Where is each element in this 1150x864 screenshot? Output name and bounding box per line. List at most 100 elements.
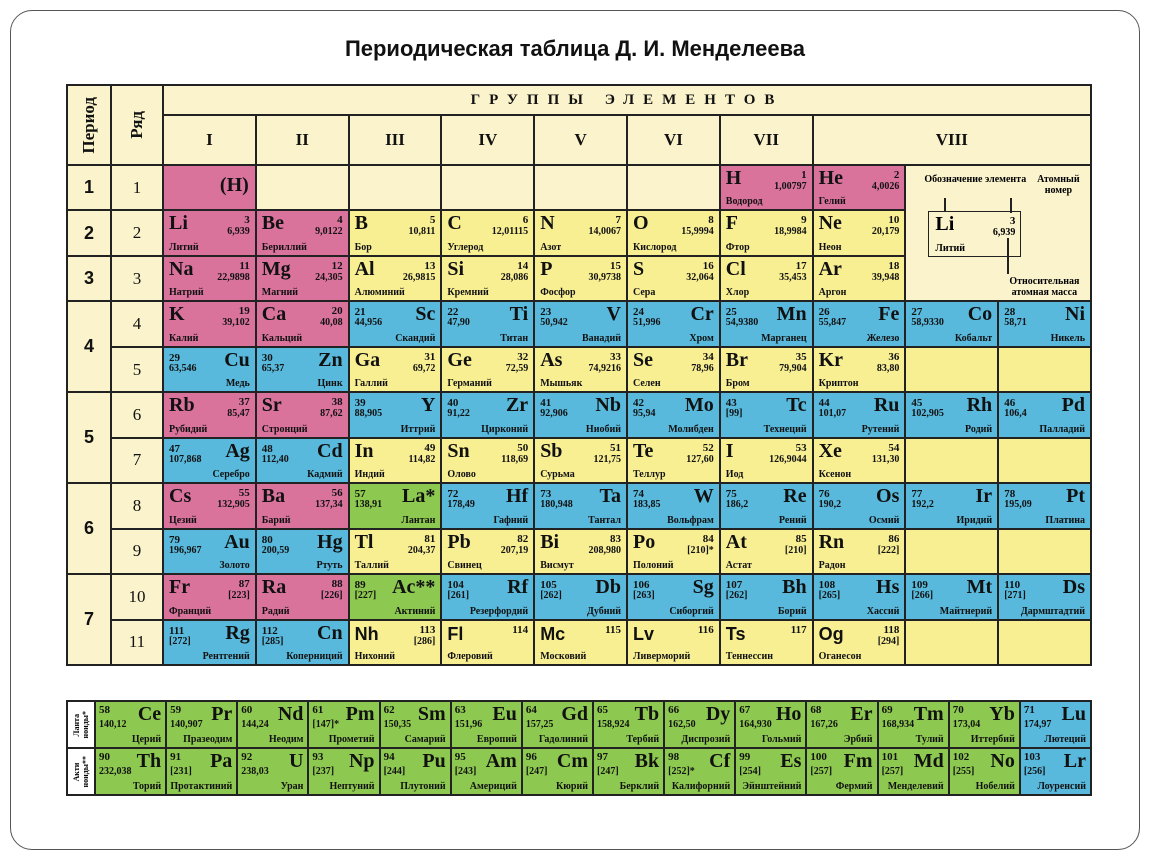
atomic-number: 96: [525, 751, 537, 763]
atomic-mass: [222]: [877, 544, 900, 556]
element-symbol: Es: [780, 750, 802, 772]
lanthanides-actinides-table: Ланта ноиды* Ce 58 140,12 Церий Pr 59 140,907 Пр…: [66, 700, 1092, 796]
element-Np: Np 93 [237] Нептуний: [309, 749, 379, 794]
period-header-label: Период: [79, 96, 98, 154]
element-Cr: Cr 24 51,996 Хром: [628, 302, 719, 346]
element-symbol: Ac**: [392, 576, 436, 599]
atomic-mass: [265]: [818, 590, 841, 602]
element-symbol: No: [990, 750, 1015, 772]
atomic-number: 70: [952, 704, 964, 716]
element-symbol: Tb: [634, 703, 660, 725]
element-symbol: Ir: [975, 485, 993, 508]
element-symbol: Cd: [317, 439, 343, 462]
element-Cl: Cl 17 35,453 Хлор: [720, 256, 812, 301]
atomic-number: 115: [605, 623, 621, 636]
atomic-mass: 204,37: [407, 544, 436, 556]
atomic-mass: 168,934: [881, 719, 915, 730]
element-name: Лоуренсий: [1037, 781, 1086, 792]
atomic-number: 24: [633, 306, 644, 319]
empty-cell: [349, 166, 441, 210]
element-name: Углерод: [447, 241, 484, 253]
atomic-mass: 44,956: [354, 317, 383, 329]
element-Po: Po 84 [210]* Полоний: [628, 529, 719, 574]
element-Ar: Ar 18 39,948 Аргон: [813, 256, 905, 301]
element-Bk: Bk 97 [247] Берклий: [594, 749, 664, 794]
atomic-number: 104: [447, 579, 464, 592]
element-symbol: Mc: [540, 623, 566, 644]
element-Yb: Yb 70 173,04 Иттербий: [949, 702, 1019, 747]
atomic-number: 3: [244, 214, 250, 227]
atomic-mass: 131,30: [871, 453, 900, 465]
atomic-mass: 195,09: [1004, 499, 1032, 511]
element-name: Самарий: [404, 734, 446, 745]
element-name: Ксенон: [818, 469, 852, 481]
element-symbol: Ts: [725, 623, 746, 644]
element-symbol: Re: [783, 485, 807, 508]
element-Ce: Ce 58 140,12 Церий: [96, 702, 166, 747]
element-symbol: Bk: [634, 750, 660, 772]
element-symbol: Zr: [505, 394, 529, 417]
atomic-mass: [237]: [312, 766, 335, 777]
element-Hg: Hg 80 200,59 Ртуть: [256, 529, 348, 574]
actinides-label-cell: Акти ноиды**: [68, 749, 94, 794]
atomic-number: 77: [911, 488, 923, 501]
element-Ca: Ca 20 40,08 Кальций: [256, 302, 348, 346]
element-symbol: K: [169, 303, 185, 326]
element-symbol: Nd: [277, 703, 304, 725]
element-name: Берклий: [619, 781, 660, 792]
element-Bi: Bi 83 208,980 Висмут: [535, 529, 626, 574]
atomic-number: 106: [633, 579, 650, 592]
element-symbol: Ga: [354, 348, 381, 371]
atomic-number: 80: [261, 533, 273, 546]
element-Ga: Ga 31 69,72 Галлий: [349, 347, 441, 392]
atomic-mass: 196,967: [169, 544, 202, 556]
element-name: Иттербий: [970, 734, 1015, 745]
element-Ta: Ta 73 180,948 Тантал: [535, 484, 626, 528]
element-name: Нептуний: [329, 781, 375, 792]
atomic-mass: 78,96: [691, 362, 714, 374]
element-Au: Au 79 196,967 Золото: [164, 529, 255, 574]
empty-cell: [999, 347, 1090, 392]
element-Pu: Pu 94 [244] Плутоний: [380, 749, 450, 794]
atomic-mass: [247]: [525, 766, 548, 777]
atomic-mass: 50,942: [540, 317, 568, 329]
element-symbol: Na: [169, 257, 194, 280]
atomic-number: 28: [1004, 306, 1016, 319]
atomic-mass: 186,2: [725, 499, 749, 511]
element-I: I 53 126,9044 Иод: [720, 438, 812, 483]
element-symbol: Pa: [210, 750, 233, 772]
element-name: Европий: [476, 734, 517, 745]
element-symbol: Cm: [556, 750, 588, 772]
element-Hs: Hs 108 [265] Хассий: [813, 575, 905, 619]
atomic-number: 27: [911, 306, 923, 319]
element-Ti: Ti 22 47,90 Титан: [442, 302, 534, 346]
atomic-mass: 183,85: [633, 499, 661, 511]
element-name: Неон: [818, 241, 842, 253]
element-name: Медь: [225, 378, 250, 390]
element-symbol: Si: [447, 257, 465, 280]
element-symbol: Cr: [690, 303, 714, 326]
atomic-mass: 158,924: [597, 719, 630, 730]
element-symbol: Sr: [261, 394, 282, 417]
atomic-mass: 54,9380: [725, 317, 759, 329]
atomic-number: 56: [331, 487, 343, 500]
atomic-number: 111: [169, 624, 185, 637]
element-symbol: Ar: [818, 257, 842, 280]
element-symbol: Ba: [261, 485, 286, 508]
atomic-number: 114: [512, 623, 529, 636]
element-symbol: Cs: [169, 485, 192, 508]
element-Ba: Ba 56 137,34 Барий: [256, 484, 348, 528]
element-symbol: Md: [913, 750, 944, 772]
element-symbol: At: [725, 530, 747, 553]
element-Th: Th 90 232,038 Торий: [96, 749, 166, 794]
empty-cell: [999, 620, 1090, 664]
element-symbol: Be: [261, 212, 285, 235]
element-symbol: Ra: [261, 576, 287, 599]
element-symbol: P: [540, 257, 553, 280]
atomic-mass: [286]: [413, 635, 436, 647]
element-symbol: Ta: [599, 485, 621, 508]
atomic-mass: [223]: [228, 590, 250, 602]
atomic-mass: 207,19: [500, 544, 529, 556]
element-name: Азот: [540, 241, 562, 253]
atomic-number: 29: [169, 351, 180, 364]
